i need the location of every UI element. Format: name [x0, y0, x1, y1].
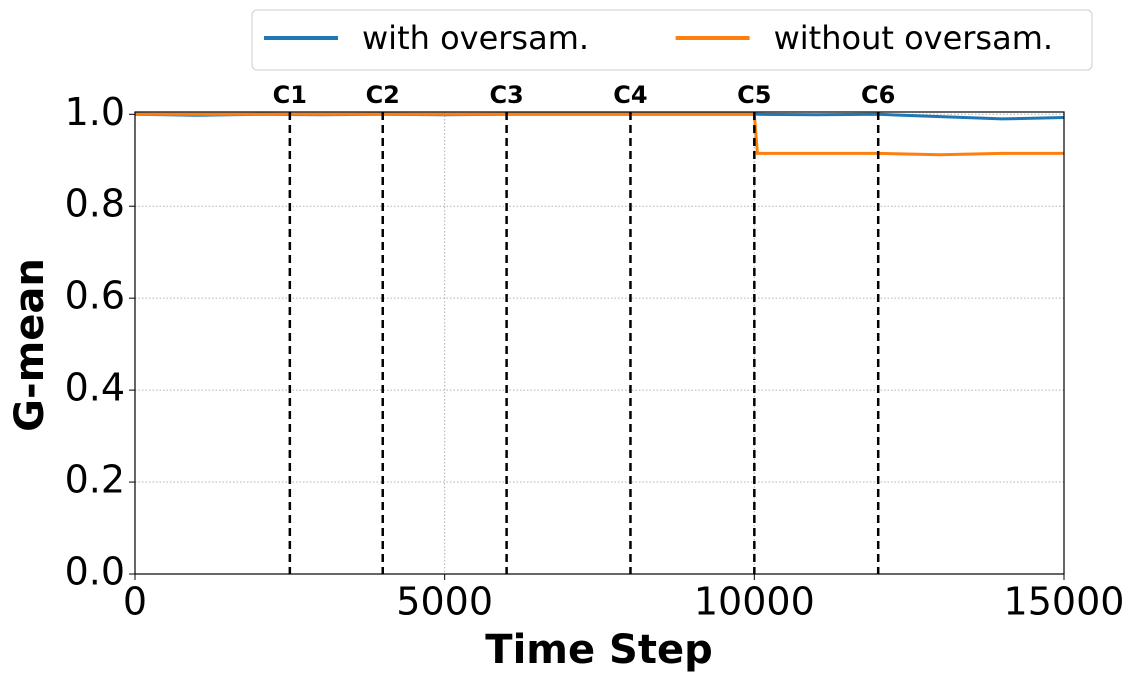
- change-label: C3: [489, 81, 523, 109]
- x-tick-label: 5000: [396, 580, 493, 624]
- change-label: C5: [737, 81, 771, 109]
- y-tick-label: 0.0: [65, 550, 125, 594]
- legend-label: with oversam.: [362, 19, 589, 57]
- y-tick-label: 0.8: [65, 182, 125, 226]
- y-tick-label: 1.0: [65, 90, 125, 134]
- x-tick-label: 0: [123, 580, 147, 624]
- y-tick-label: 0.4: [65, 366, 125, 410]
- change-label: C6: [861, 81, 895, 109]
- legend-label: without oversam.: [774, 19, 1053, 57]
- x-axis-label: Time Step: [485, 627, 712, 673]
- change-label: C2: [366, 81, 400, 109]
- change-label: C4: [613, 81, 647, 109]
- x-tick-label: 10000: [694, 580, 815, 624]
- legend-box: [251, 9, 1093, 71]
- plot-frame: [134, 111, 1065, 575]
- y-axis-label: G-mean: [7, 258, 53, 432]
- series-line: [135, 112, 1064, 157]
- y-tick-label: 0.2: [65, 458, 125, 502]
- y-tick-label: 0.6: [65, 274, 125, 318]
- x-tick-label: 15000: [1004, 580, 1125, 624]
- change-label: C1: [273, 81, 307, 109]
